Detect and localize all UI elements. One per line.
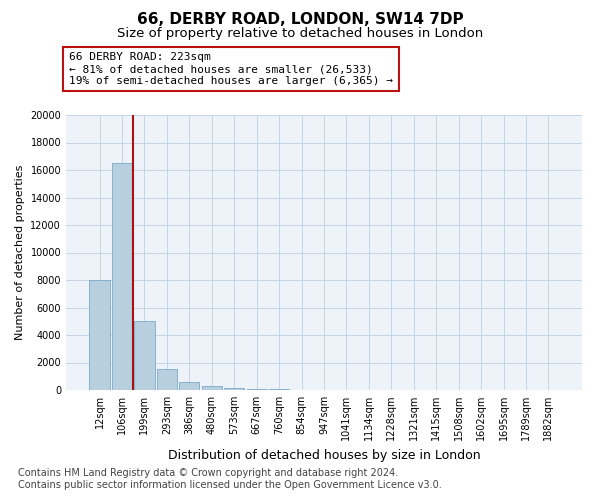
Text: 66, DERBY ROAD, LONDON, SW14 7DP: 66, DERBY ROAD, LONDON, SW14 7DP [137, 12, 463, 28]
Text: Contains public sector information licensed under the Open Government Licence v3: Contains public sector information licen… [18, 480, 442, 490]
Bar [247, 388, 267, 390]
Bar [112, 163, 132, 390]
Y-axis label: Number of detached properties: Number of detached properties [15, 165, 25, 340]
Bar [224, 388, 244, 390]
Bar [134, 322, 155, 390]
Text: Contains HM Land Registry data © Crown copyright and database right 2024.: Contains HM Land Registry data © Crown c… [18, 468, 398, 477]
Text: 66 DERBY ROAD: 223sqm
← 81% of detached houses are smaller (26,533)
19% of semi-: 66 DERBY ROAD: 223sqm ← 81% of detached … [69, 52, 393, 86]
Bar [179, 382, 199, 390]
Bar [89, 280, 110, 390]
Text: Size of property relative to detached houses in London: Size of property relative to detached ho… [117, 28, 483, 40]
Bar [157, 370, 177, 390]
Bar [202, 386, 222, 390]
X-axis label: Distribution of detached houses by size in London: Distribution of detached houses by size … [167, 448, 481, 462]
